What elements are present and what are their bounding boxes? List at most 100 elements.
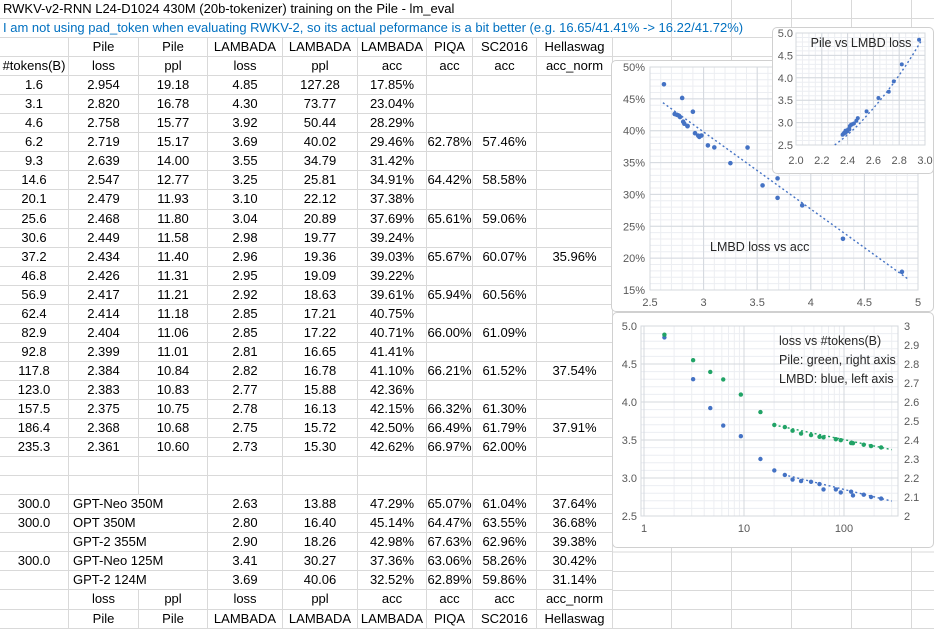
empty-cell[interactable] <box>473 476 537 496</box>
value-cell[interactable]: 2.547 <box>69 171 139 191</box>
value-cell[interactable]: 11.93 <box>139 190 208 210</box>
value-cell[interactable]: 9.3 <box>0 152 69 172</box>
value-cell[interactable]: 11.80 <box>139 209 208 229</box>
empty-cell[interactable] <box>208 457 283 477</box>
footer-dataset-cell[interactable]: Hellaswag <box>537 609 613 629</box>
value-cell[interactable]: 2.90 <box>208 533 283 553</box>
empty-cell[interactable] <box>69 476 139 496</box>
value-cell[interactable]: 16.78 <box>283 361 358 381</box>
value-cell[interactable]: 65.61% <box>427 209 473 229</box>
value-cell[interactable] <box>473 304 537 324</box>
value-cell[interactable]: 47.29% <box>358 495 427 515</box>
model-name-cell[interactable]: GPT-2 355M <box>69 533 208 553</box>
value-cell[interactable]: 50.44 <box>283 114 358 134</box>
value-cell[interactable]: 39.61% <box>358 285 427 305</box>
empty-cell[interactable] <box>358 457 427 477</box>
value-cell[interactable]: 66.00% <box>427 323 473 343</box>
value-cell[interactable]: 2.78 <box>208 399 283 420</box>
value-cell[interactable]: 65.94% <box>427 285 473 305</box>
value-cell[interactable]: 15.17 <box>139 133 208 153</box>
value-cell[interactable] <box>537 209 613 229</box>
value-cell[interactable]: 66.97% <box>427 438 473 458</box>
value-cell[interactable]: 37.91% <box>537 419 613 439</box>
value-cell[interactable]: 30.27 <box>283 552 358 572</box>
value-cell[interactable]: 63.06% <box>427 552 473 572</box>
column-header-cell[interactable]: ppl <box>139 57 208 77</box>
value-cell[interactable]: 17.21 <box>283 304 358 324</box>
footer-metric-cell[interactable]: acc <box>427 590 473 610</box>
value-cell[interactable]: 58.26% <box>473 552 537 572</box>
value-cell[interactable]: 2.426 <box>69 266 139 286</box>
value-cell[interactable]: 2.468 <box>69 209 139 229</box>
chart-pile-vs-lmbd-loss[interactable]: 2.0 2.2 2.4 2.6 2.8 3.0 2.5 3.0 3.5 4.0 4.5 5.0 Pile… <box>772 27 934 174</box>
value-cell[interactable]: 65.07% <box>427 495 473 515</box>
value-cell[interactable]: 2.449 <box>69 228 139 248</box>
value-cell[interactable]: 2.375 <box>69 399 139 420</box>
value-cell[interactable] <box>427 76 473 96</box>
value-cell[interactable]: 2.404 <box>69 323 139 343</box>
value-cell[interactable] <box>473 380 537 400</box>
value-cell[interactable]: 235.3 <box>0 438 69 458</box>
value-cell[interactable]: 37.38% <box>358 190 427 210</box>
value-cell[interactable]: 92.8 <box>0 342 69 362</box>
value-cell[interactable]: 37.2 <box>0 247 69 267</box>
model-name-cell[interactable]: OPT 350M <box>69 514 208 534</box>
value-cell[interactable]: 60.07% <box>473 247 537 267</box>
value-cell[interactable] <box>427 152 473 172</box>
value-cell[interactable]: 11.58 <box>139 228 208 248</box>
value-cell[interactable]: 17.22 <box>283 323 358 343</box>
empty-cell[interactable] <box>0 457 69 477</box>
column-header-cell[interactable]: loss <box>208 57 283 77</box>
value-cell[interactable]: 123.0 <box>0 380 69 400</box>
footer-dataset-cell[interactable]: Pile <box>69 609 139 629</box>
value-cell[interactable]: 39.24% <box>358 228 427 248</box>
value-cell[interactable]: 42.36% <box>358 380 427 400</box>
value-cell[interactable]: 31.42% <box>358 152 427 172</box>
value-cell[interactable]: 3.1 <box>0 95 69 115</box>
value-cell[interactable]: 3.69 <box>208 133 283 153</box>
value-cell[interactable]: 2.384 <box>69 361 139 381</box>
value-cell[interactable]: 61.30% <box>473 399 537 420</box>
value-cell[interactable]: 67.63% <box>427 533 473 553</box>
footer-metric-cell[interactable]: ppl <box>139 590 208 610</box>
value-cell[interactable]: 66.21% <box>427 361 473 381</box>
value-cell[interactable]: 11.18 <box>139 304 208 324</box>
group-header-cell[interactable]: Pile <box>69 38 139 58</box>
footer-dataset-cell[interactable]: LAMBADA <box>283 609 358 629</box>
footer-metric-cell[interactable]: loss <box>69 590 139 610</box>
empty-cell[interactable] <box>537 457 613 477</box>
value-cell[interactable]: 16.13 <box>283 399 358 420</box>
empty-cell[interactable] <box>427 457 473 477</box>
value-cell[interactable]: 2.73 <box>208 438 283 458</box>
value-cell[interactable]: 2.95 <box>208 266 283 286</box>
value-cell[interactable]: 16.65 <box>283 342 358 362</box>
value-cell[interactable]: 2.719 <box>69 133 139 153</box>
value-cell[interactable]: 10.75 <box>139 399 208 420</box>
value-cell[interactable]: 3.92 <box>208 114 283 134</box>
value-cell[interactable]: 37.36% <box>358 552 427 572</box>
value-cell[interactable]: 127.28 <box>283 76 358 96</box>
tokens-cell[interactable]: 300.0 <box>0 514 69 534</box>
value-cell[interactable]: 62.96% <box>473 533 537 553</box>
value-cell[interactable] <box>427 190 473 210</box>
value-cell[interactable]: 25.6 <box>0 209 69 229</box>
value-cell[interactable]: 3.25 <box>208 171 283 191</box>
value-cell[interactable]: 31.14% <box>537 571 613 591</box>
value-cell[interactable]: 73.77 <box>283 95 358 115</box>
empty-cell[interactable] <box>473 457 537 477</box>
value-cell[interactable] <box>473 95 537 115</box>
value-cell[interactable] <box>427 95 473 115</box>
value-cell[interactable] <box>473 266 537 286</box>
value-cell[interactable] <box>473 152 537 172</box>
value-cell[interactable]: 10.68 <box>139 419 208 439</box>
value-cell[interactable]: 2.96 <box>208 247 283 267</box>
value-cell[interactable]: 2.639 <box>69 152 139 172</box>
value-cell[interactable] <box>473 190 537 210</box>
value-cell[interactable] <box>473 76 537 96</box>
column-header-cell[interactable]: loss <box>69 57 139 77</box>
value-cell[interactable]: 64.42% <box>427 171 473 191</box>
value-cell[interactable]: 23.04% <box>358 95 427 115</box>
value-cell[interactable] <box>537 438 613 458</box>
value-cell[interactable] <box>537 114 613 134</box>
value-cell[interactable]: 2.479 <box>69 190 139 210</box>
